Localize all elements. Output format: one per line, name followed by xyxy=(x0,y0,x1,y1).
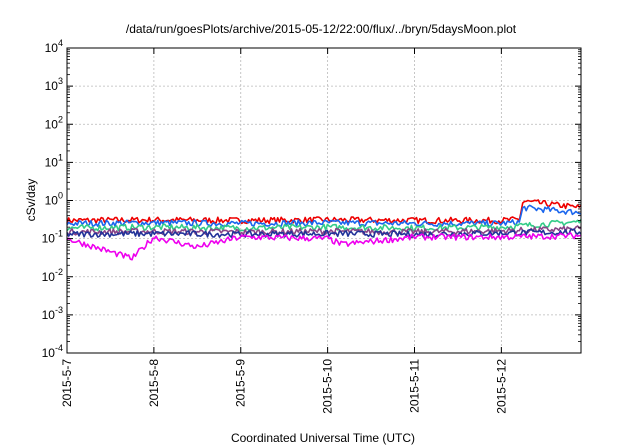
x-tick-label: 2015-5-9 xyxy=(234,359,248,407)
x-tick-label: 2015-5-11 xyxy=(407,359,421,413)
x-axis-title: Coordinated Universal Time (UTC) xyxy=(231,431,415,445)
grid-layer xyxy=(67,48,581,353)
series-layer xyxy=(66,199,582,261)
y-tick-label: 100 xyxy=(45,191,63,208)
y-tick-label: 10-2 xyxy=(42,267,63,284)
y-tick-label: 10-3 xyxy=(42,305,63,322)
series-line xyxy=(66,204,582,228)
x-tick-label: 2015-5-7 xyxy=(60,359,74,407)
series-line xyxy=(66,232,582,261)
x-tick-label: 2015-5-12 xyxy=(494,359,508,414)
x-tick-label: 2015-5-8 xyxy=(147,359,161,407)
y-tick-label: 101 xyxy=(45,152,63,169)
y-tick-label: 10-1 xyxy=(42,229,63,246)
y-tick-label: 10-4 xyxy=(42,343,63,360)
chart-title: /data/run/goesPlots/archive/2015-05-12/2… xyxy=(126,22,517,36)
series-line xyxy=(66,228,582,238)
x-tick-label: 2015-5-10 xyxy=(321,359,335,414)
axis-layer: 10-4 10-3 10-2 10-1 100 101 102 103 104 2015-5-7 2… xyxy=(42,38,582,414)
y-tick-label: 102 xyxy=(45,114,63,131)
y-axis-title: cSv/day xyxy=(24,179,38,222)
y-tick-label: 104 xyxy=(45,38,63,55)
y-tick-label: 103 xyxy=(45,76,63,93)
plot-frame xyxy=(66,47,582,354)
